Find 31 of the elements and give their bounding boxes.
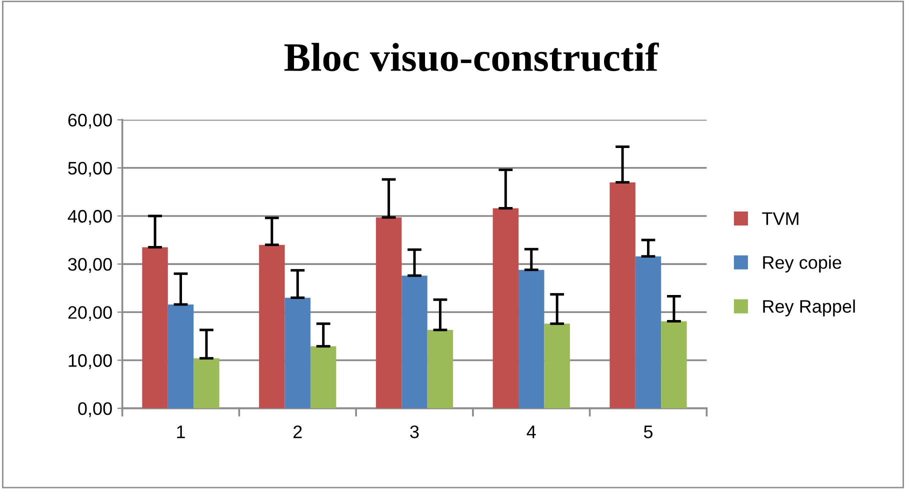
y-tick-label: 20,00 bbox=[68, 306, 112, 321]
bar bbox=[376, 217, 402, 408]
legend-label: TVM bbox=[762, 212, 798, 225]
y-tick-label: 60,00 bbox=[68, 114, 112, 129]
bar bbox=[635, 256, 662, 408]
x-tick-label: 3 bbox=[410, 425, 419, 438]
bar bbox=[142, 247, 168, 408]
y-tick-label: 10,00 bbox=[68, 354, 112, 370]
legend-label: Rey Rappel bbox=[763, 300, 855, 316]
bar bbox=[427, 330, 454, 408]
x-tick-label: 1 bbox=[177, 426, 185, 438]
y-tick-label: 0,00 bbox=[78, 402, 112, 418]
bar bbox=[544, 324, 570, 408]
y-tick-label: 40,00 bbox=[68, 210, 112, 225]
y-tick-label: 50,00 bbox=[68, 162, 112, 177]
chart-title: Bloc visuo-constructif bbox=[284, 42, 659, 72]
bar bbox=[402, 276, 428, 408]
x-tick-label: 5 bbox=[644, 426, 653, 438]
x-tick-label: 2 bbox=[294, 425, 302, 438]
bar bbox=[310, 346, 336, 408]
bar bbox=[610, 182, 636, 408]
x-tick-label: 4 bbox=[526, 426, 536, 438]
bar bbox=[661, 321, 687, 408]
bar bbox=[492, 208, 519, 408]
bar bbox=[168, 304, 194, 408]
bar bbox=[284, 298, 310, 408]
legend-label: Rey copie bbox=[763, 256, 842, 272]
bar bbox=[194, 358, 220, 408]
bar bbox=[518, 270, 544, 408]
y-tick-label: 30,00 bbox=[68, 258, 112, 273]
bar bbox=[259, 244, 285, 408]
